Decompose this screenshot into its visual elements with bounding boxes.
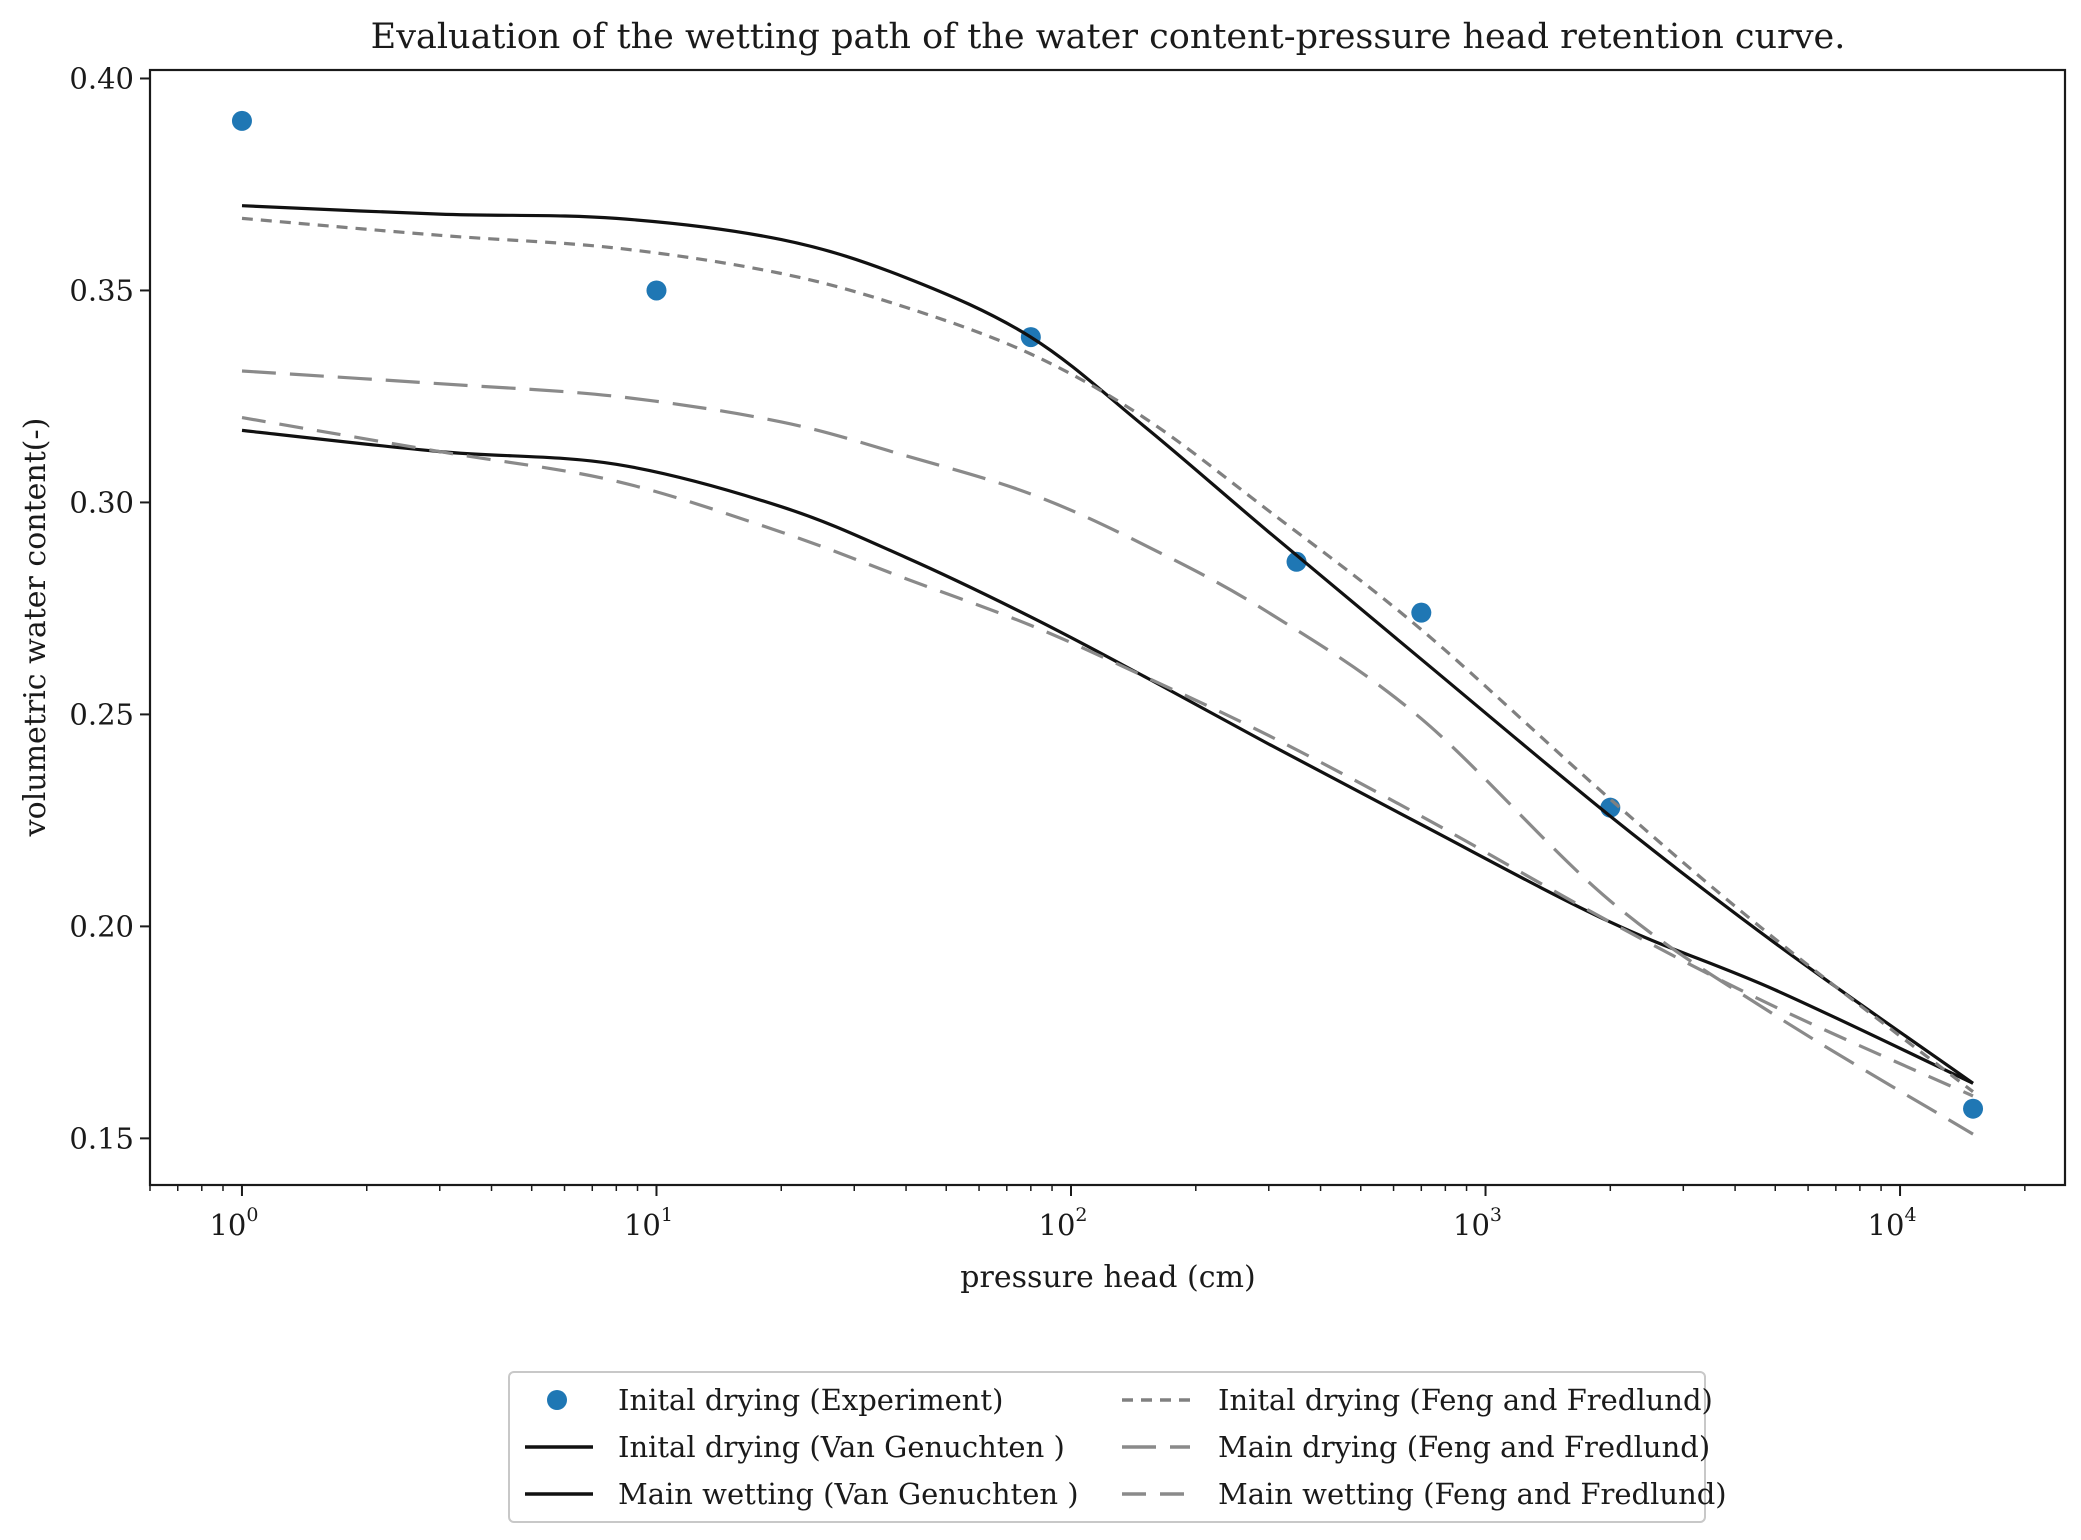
experiment-point: [646, 280, 667, 301]
series-layer: [231, 110, 1984, 1136]
legend-label: Main wetting (Feng and Fredlund): [1218, 1477, 1727, 1511]
series-line-inital-drying-feng-and-fredlund: [241, 216, 1974, 1093]
legend-marker: [547, 1390, 567, 1410]
y-tick-label: 0.15: [69, 1121, 134, 1155]
x-tick-label: 100: [209, 1204, 258, 1242]
x-tick-base: 10: [1039, 1208, 1076, 1242]
x-tick-label: 102: [1039, 1204, 1088, 1242]
legend-item: Inital drying (Feng and Fredlund): [1122, 1383, 1713, 1417]
y-tick-label: 0.30: [69, 485, 134, 519]
legend-item: Main drying (Feng and Fredlund): [1122, 1430, 1710, 1464]
legend-item: Main wetting (Feng and Fredlund): [1122, 1477, 1727, 1511]
x-tick-exponent: 3: [1490, 1204, 1502, 1226]
legend-label: Inital drying (Van Genuchten ): [618, 1430, 1065, 1464]
legend: Inital drying (Experiment) Inital drying …: [508, 1371, 1727, 1523]
y-tick-label: 0.40: [69, 61, 134, 95]
experiment-point: [1411, 602, 1432, 623]
legend-label: Inital drying (Experiment): [618, 1383, 1003, 1417]
legend-item: Main wetting (Van Genuchten ): [525, 1477, 1079, 1511]
legend-label: Main drying (Feng and Fredlund): [1218, 1430, 1710, 1464]
x-tick-exponent: 1: [661, 1204, 673, 1226]
y-tick-label: 0.20: [69, 909, 134, 943]
series-line-inital-drying-van-genuchten: [241, 204, 1974, 1085]
legend-item: Inital drying (Van Genuchten ): [525, 1430, 1065, 1464]
chart-title: Evaluation of the wetting path of the wa…: [371, 17, 1846, 57]
y-axis-label: volumetric water content(-): [18, 418, 53, 838]
x-tick-label: 103: [1453, 1204, 1502, 1242]
x-tick-base: 10: [209, 1208, 246, 1242]
legend-box: [508, 1371, 1706, 1523]
legend-item: Inital drying (Experiment): [547, 1383, 1003, 1417]
series-line-main-wetting-feng-and-fredlund: [241, 416, 1974, 1098]
x-tick-exponent: 0: [246, 1204, 258, 1226]
y-tick-label: 0.25: [69, 697, 134, 731]
x-tick-exponent: 4: [1904, 1204, 1916, 1226]
experiment-point: [1963, 1098, 1984, 1119]
x-axis-label: pressure head (cm): [960, 1260, 1255, 1295]
series-line-main-wetting-van-genuchten: [241, 428, 1974, 1085]
experiment-point: [1286, 551, 1307, 572]
legend-label: Main wetting (Van Genuchten ): [618, 1477, 1079, 1511]
axes-frame: [148, 68, 2067, 1187]
x-tick-base: 10: [1868, 1208, 1905, 1242]
experiment-point: [231, 110, 252, 131]
x-tick-exponent: 2: [1075, 1204, 1087, 1226]
x-tick-label: 104: [1868, 1204, 1917, 1242]
legend-items: Inital drying (Experiment) Inital drying …: [525, 1383, 1727, 1511]
y-tick-label: 0.35: [69, 273, 134, 307]
x-tick-label: 101: [624, 1204, 673, 1242]
series-line-main-drying-feng-and-fredlund: [241, 369, 1974, 1136]
x-tick-base: 10: [1453, 1208, 1490, 1242]
x-tick-base: 10: [624, 1208, 661, 1242]
legend-label: Inital drying (Feng and Fredlund): [1218, 1383, 1713, 1417]
